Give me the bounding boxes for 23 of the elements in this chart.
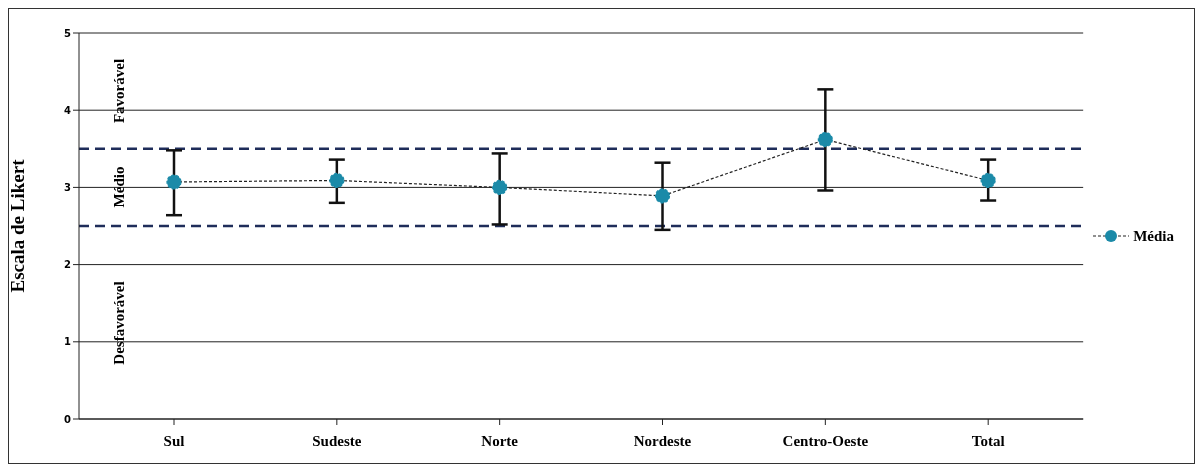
x-tick-label: Nordeste bbox=[633, 432, 692, 449]
x-tick-label: Total bbox=[971, 432, 1005, 449]
legend-label: Média bbox=[1133, 227, 1174, 245]
point bbox=[817, 131, 833, 148]
point bbox=[654, 188, 671, 204]
y-tick-label: 3 bbox=[64, 181, 72, 193]
annotation: Desfavorável bbox=[110, 280, 128, 365]
y-tick-label: 4 bbox=[64, 104, 72, 116]
annotation: Favorável bbox=[110, 58, 128, 123]
y-axis-title: Escala de Likert bbox=[6, 158, 28, 293]
point bbox=[166, 174, 182, 190]
point bbox=[980, 172, 996, 189]
y-tick-label: 0 bbox=[64, 413, 72, 425]
y-tick-label: 5 bbox=[64, 27, 72, 39]
annotation: Médio bbox=[110, 166, 128, 208]
x-tick-label: Sul bbox=[163, 432, 185, 449]
y-tick-label: 2 bbox=[64, 259, 72, 271]
point bbox=[492, 179, 508, 195]
y-tick-label: 1 bbox=[64, 336, 72, 348]
point bbox=[329, 172, 345, 189]
x-tick-label: Sudeste bbox=[312, 432, 362, 449]
x-tick-label: Centro-Oeste bbox=[782, 432, 869, 449]
x-tick-label: Norte bbox=[481, 432, 519, 449]
